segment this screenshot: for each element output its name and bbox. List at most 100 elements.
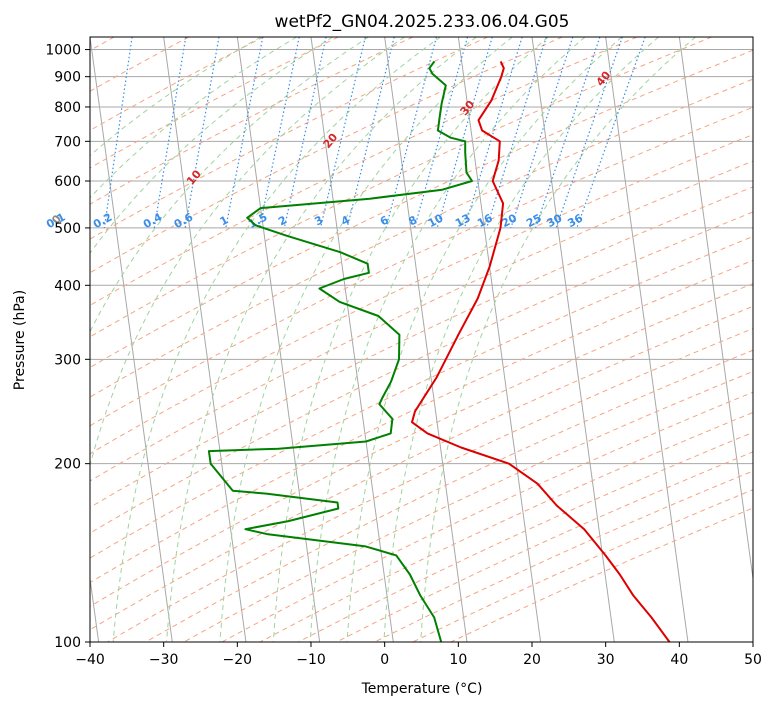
dry-adiabat-line xyxy=(90,134,753,455)
x-tick-label: −30 xyxy=(149,652,179,668)
dry-adiabat-line xyxy=(298,431,753,642)
moist-adiabat-line xyxy=(112,37,441,642)
mixing-ratio-line xyxy=(535,37,601,229)
dry-adiabat-line xyxy=(90,211,753,534)
x-axis-ticks: −40 −30 −20 −10 0 10 20 30 40 50 xyxy=(75,642,762,668)
isotherm-line xyxy=(678,37,753,583)
mixing-ratio-line xyxy=(413,37,469,229)
dry-adiabat-line xyxy=(90,37,638,306)
mixing-ratio-line xyxy=(283,37,327,229)
y-tick-label: 800 xyxy=(54,100,81,116)
mixing-ratio-label: 13 xyxy=(453,211,473,230)
x-tick-label: 20 xyxy=(523,652,541,668)
dry-adiabat-line xyxy=(374,470,753,642)
mixing-ratio-label: 25 xyxy=(524,211,544,230)
chart-title: wetPf2_GN04.2025.233.06.04.G05 xyxy=(275,12,570,32)
mixing-ratio-line xyxy=(319,37,366,229)
x-tick-label: 10 xyxy=(449,652,467,668)
dry-adiabat-line xyxy=(90,259,753,584)
dry-adiabat-line xyxy=(90,160,753,482)
moist-adiabat-line xyxy=(90,37,333,254)
mixing-ratio-label: 30 xyxy=(545,211,565,230)
isotherm-line xyxy=(752,37,753,41)
mixing-ratio-label: 1 xyxy=(218,213,231,228)
dry-adiabat-line xyxy=(90,235,753,559)
isotherm-line xyxy=(90,37,173,642)
moist-adiabat-line xyxy=(383,37,659,642)
x-tick-label: 40 xyxy=(670,652,688,668)
dry-adiabat-line xyxy=(107,327,753,642)
dry-adiabat-line xyxy=(90,37,712,338)
mixing-ratio-line xyxy=(576,37,646,229)
moist-adiabat-line xyxy=(219,37,513,642)
mixing-ratio-label: 3 xyxy=(312,213,325,228)
mixing-ratio-label: 36 xyxy=(565,211,585,230)
temperature-profile-line xyxy=(411,60,671,642)
mixing-ratio-line xyxy=(346,37,395,229)
dry-adiabat-line xyxy=(90,283,753,608)
isotherm-line xyxy=(90,574,100,642)
dry-adiabat-line xyxy=(90,305,753,631)
mixing-ratio-line xyxy=(486,37,547,229)
moist-adiabat-line xyxy=(90,37,262,157)
y-tick-label: 500 xyxy=(54,221,81,237)
moist-adiabat-line xyxy=(90,37,405,468)
profile-series xyxy=(207,60,671,642)
y-tick-label: 900 xyxy=(54,70,81,86)
y-tick-label: 300 xyxy=(54,352,81,368)
line-labels: 0.10.20.40.611.52346810131620253036-100-… xyxy=(44,68,613,231)
dry-adiabat-line xyxy=(90,78,753,398)
x-tick-label: −10 xyxy=(296,652,326,668)
mixing-ratio-line xyxy=(555,37,623,229)
mixing-ratio-line xyxy=(510,37,574,229)
isotherm-line xyxy=(163,37,247,642)
mixing-ratio-line xyxy=(436,37,493,229)
mixing-ratio-line xyxy=(103,37,133,228)
y-tick-label: 600 xyxy=(54,174,81,190)
dry-adiabat-line xyxy=(90,37,563,274)
mixing-ratio-line xyxy=(153,37,187,228)
isotherm-line xyxy=(531,37,615,642)
mixing-ratio-line xyxy=(184,37,220,229)
plot-frame xyxy=(89,36,754,643)
isotherm-line xyxy=(236,37,321,642)
isotherm-line xyxy=(457,37,542,642)
dry-adiabat-line xyxy=(90,37,264,131)
dry-adiabat-line xyxy=(183,370,753,642)
dry-adiabat-line xyxy=(90,37,339,169)
x-axis-label: Temperature (°C) xyxy=(361,681,483,697)
dry-adiabat-line xyxy=(90,106,753,427)
y-axis-label: Pressure (hPa) xyxy=(12,290,28,390)
x-tick-label: −40 xyxy=(75,652,105,668)
mixing-ratio-label: 16 xyxy=(475,211,495,230)
y-tick-label: 200 xyxy=(54,457,81,473)
mixing-ratio-label: 10 xyxy=(426,211,446,230)
mixing-ratio-line xyxy=(463,37,523,229)
dry-adiabat-line xyxy=(145,349,753,642)
mixing-ratio-label: 20 xyxy=(499,211,519,230)
mixing-ratio-line xyxy=(57,37,81,228)
x-tick-label: −20 xyxy=(223,652,253,668)
y-tick-label: 1000 xyxy=(45,43,81,59)
y-tick-label: 100 xyxy=(54,635,81,651)
moist-adiabat-line xyxy=(420,37,696,642)
x-tick-label: 50 xyxy=(744,652,762,668)
isotherm-line xyxy=(384,37,468,642)
x-tick-label: 30 xyxy=(597,652,615,668)
moist-adiabat-line xyxy=(90,37,297,199)
moist-adiabat-line xyxy=(272,37,549,642)
background-lines xyxy=(57,37,753,642)
dry-adiabat-line xyxy=(90,49,753,369)
mixing-ratio-line xyxy=(258,37,300,229)
mixing-ratio-line xyxy=(225,37,264,229)
mixing-ratio-label: 2 xyxy=(276,213,289,228)
dry-adiabat-line xyxy=(336,451,753,642)
y-tick-label: 400 xyxy=(54,278,81,294)
y-tick-label: 700 xyxy=(54,134,81,150)
dewpoint-profile-line xyxy=(207,60,473,642)
moist-adiabat-line xyxy=(166,37,477,642)
moist-adiabat-line xyxy=(346,37,623,642)
x-tick-label: 0 xyxy=(380,652,389,668)
dry-adiabat-line xyxy=(90,186,753,508)
